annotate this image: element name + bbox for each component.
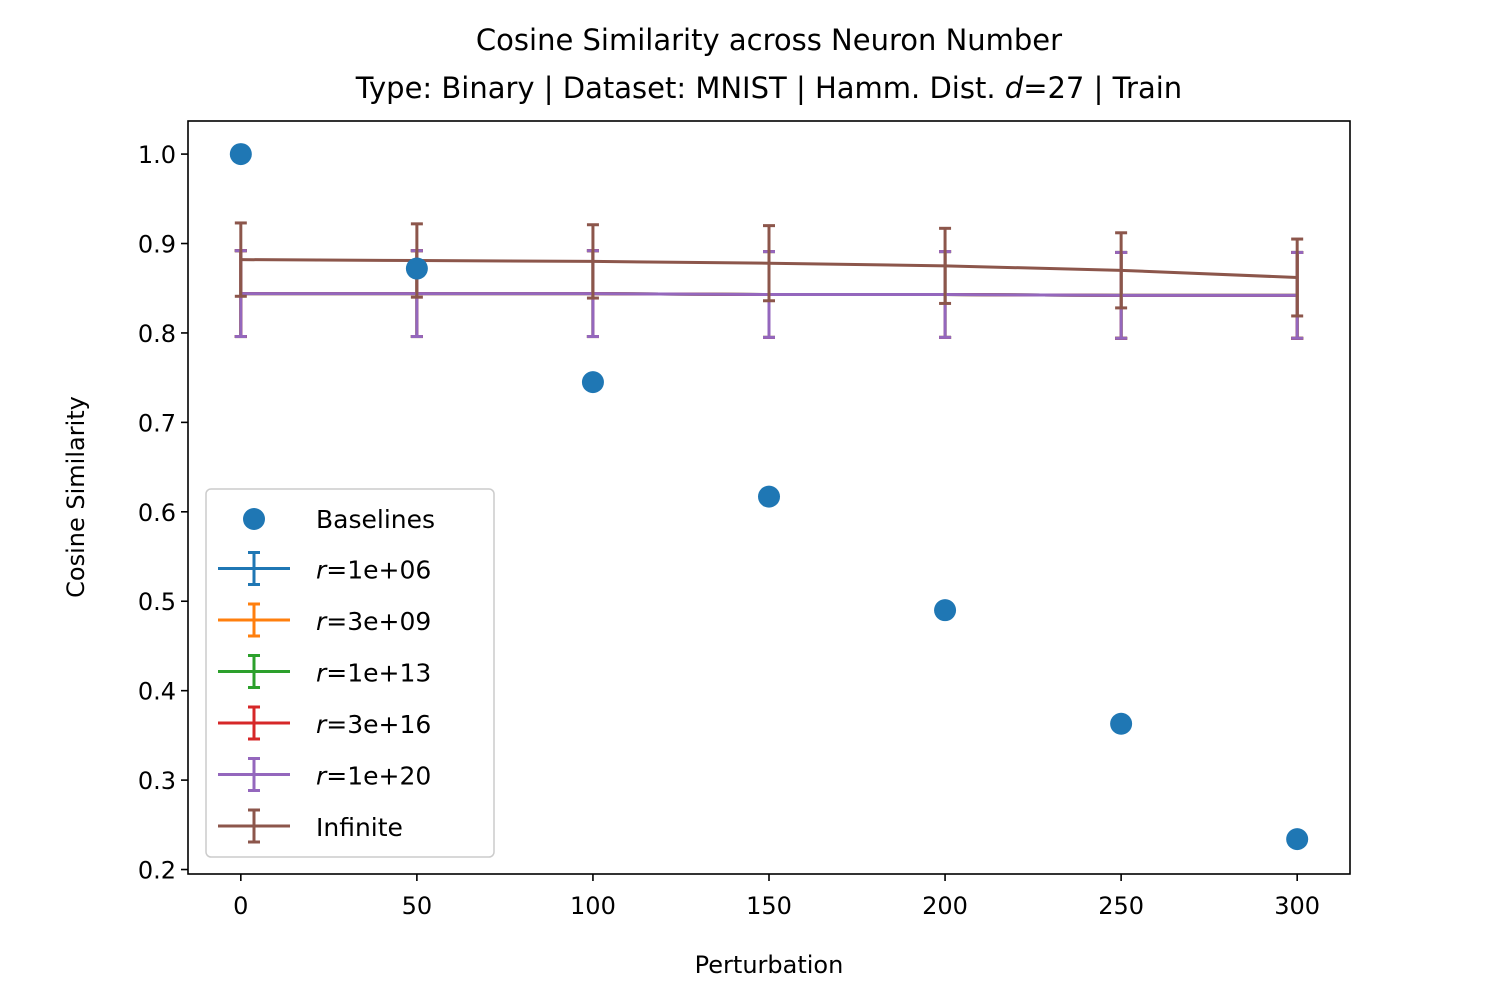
subtitle-suffix: =27 | Train <box>1023 71 1182 105</box>
x-tick-label: 100 <box>570 892 616 920</box>
y-tick-label: 0.4 <box>138 678 176 706</box>
x-tick-label: 300 <box>1274 892 1320 920</box>
x-tick-label: 250 <box>1098 892 1144 920</box>
legend-value: Infinite <box>316 813 403 842</box>
y-axis-ticks: 0.2 0.3 0.4 0.5 0.6 0.7 0.8 0.9 1.0 <box>138 141 188 885</box>
legend-marker-baselines <box>243 508 265 530</box>
chart-title: Cosine Similarity across Neuron Number <box>476 23 1062 57</box>
legend-label-5: Infinite <box>316 813 403 842</box>
baseline-point <box>405 257 428 280</box>
legend-variable: r <box>316 556 328 585</box>
legend-variable: r <box>316 710 328 739</box>
baseline-layer <box>229 143 1309 851</box>
y-axis-label: Cosine Similarity <box>62 396 90 598</box>
legend-value: =3e+16 <box>326 710 431 739</box>
legend-label-4: r=1e+20 <box>316 762 431 791</box>
y-tick-label: 0.5 <box>138 588 176 616</box>
legend-variable: r <box>316 607 328 636</box>
y-tick-label: 0.2 <box>138 857 176 885</box>
legend-value: =3e+09 <box>326 607 431 636</box>
legend-value: =1e+06 <box>326 556 431 585</box>
subtitle-variable: d <box>1005 71 1024 105</box>
baseline-point <box>1286 828 1309 851</box>
baseline-point <box>758 485 780 508</box>
series-layer <box>234 221 1304 340</box>
baseline-point <box>1110 712 1133 735</box>
series-5 <box>234 221 1304 318</box>
y-tick-label: 0.6 <box>138 499 176 527</box>
baseline-point <box>934 599 957 622</box>
x-tick-label: 200 <box>922 892 968 920</box>
baseline-point <box>229 143 252 166</box>
baseline-point <box>581 371 604 394</box>
y-tick-label: 1.0 <box>138 141 176 169</box>
legend-value: =1e+20 <box>326 762 431 791</box>
x-axis-label: Perturbation <box>695 951 844 979</box>
x-tick-label: 0 <box>233 892 248 920</box>
legend-value: =1e+13 <box>326 659 431 688</box>
y-tick-label: 0.3 <box>138 767 176 795</box>
x-axis-ticks: 0 50 100 150 200 250 300 <box>233 874 1320 920</box>
chart-subtitle: Type: Binary | Dataset: MNIST | Hamm. Di… <box>355 71 1182 105</box>
legend-variable: r <box>316 762 328 791</box>
y-tick-label: 0.7 <box>138 409 176 437</box>
legend-variable: r <box>316 659 328 688</box>
x-tick-label: 150 <box>746 892 792 920</box>
legend-label-3: r=3e+16 <box>316 710 431 739</box>
legend-label-0: r=1e+06 <box>316 556 431 585</box>
legend-label-baselines: Baselines <box>316 505 435 534</box>
legend-label-2: r=1e+13 <box>316 659 431 688</box>
legend-label-1: r=3e+09 <box>316 607 431 636</box>
x-tick-label: 50 <box>402 892 433 920</box>
subtitle-prefix: Type: Binary | Dataset: MNIST | Hamm. Di… <box>355 71 1005 105</box>
y-tick-label: 0.9 <box>138 231 176 259</box>
legend: Baselinesr=1e+06r=3e+09r=1e+13r=3e+16r=1… <box>205 488 495 858</box>
y-tick-label: 0.8 <box>138 320 176 348</box>
plot-frame <box>187 120 1351 875</box>
legend-box <box>205 488 495 858</box>
